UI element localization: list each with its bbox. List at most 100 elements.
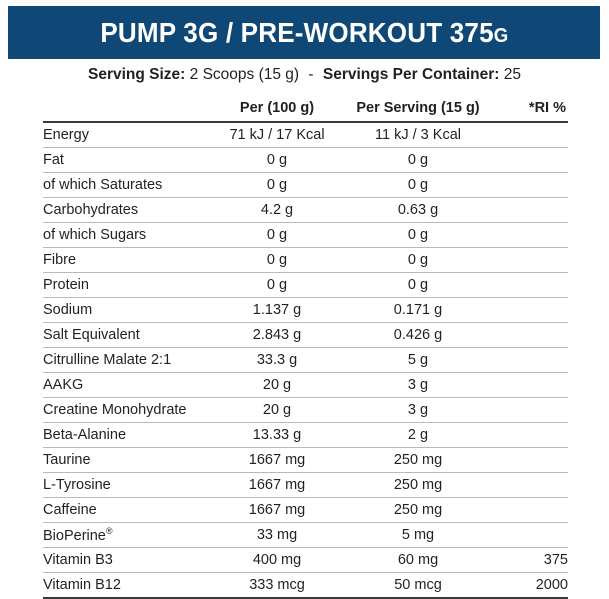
column-header-nutrient bbox=[43, 100, 211, 123]
nutrient-name: Taurine bbox=[43, 447, 211, 473]
value-per-serving: 0.426 g bbox=[343, 322, 493, 348]
value-ri-percent bbox=[493, 522, 568, 548]
registered-trademark-icon: ® bbox=[105, 526, 113, 537]
value-ri-percent: 375 bbox=[493, 547, 568, 573]
value-ri-percent bbox=[493, 297, 568, 323]
value-ri-percent: 2000 bbox=[493, 572, 568, 599]
product-title-main: PUMP 3G / PRE-WORKOUT 375 bbox=[99, 16, 494, 48]
product-title-unit: G bbox=[493, 24, 509, 47]
value-ri-percent bbox=[493, 322, 568, 348]
value-per-100g: 1667 mg bbox=[211, 497, 343, 523]
table-row: Salt Equivalent 2.843 g 0.426 g bbox=[43, 322, 568, 348]
value-per-serving: 5 mg bbox=[343, 522, 493, 548]
product-title: PUMP 3G / PRE-WORKOUT 375G bbox=[100, 17, 508, 49]
value-ri-percent bbox=[493, 472, 568, 498]
table-row: BioPerine® 33 mg 5 mg bbox=[43, 522, 568, 548]
product-title-banner: PUMP 3G / PRE-WORKOUT 375G bbox=[8, 6, 600, 59]
value-per-100g: 4.2 g bbox=[211, 197, 343, 223]
column-header-per-100g: Per (100 g) bbox=[211, 100, 343, 123]
value-per-serving: 2 g bbox=[343, 422, 493, 448]
value-per-100g: 0 g bbox=[211, 247, 343, 273]
value-per-serving: 250 mg bbox=[343, 472, 493, 498]
value-per-serving: 0 g bbox=[343, 272, 493, 298]
value-per-100g: 33 mg bbox=[211, 522, 343, 548]
nutrient-name: Beta-Alanine bbox=[43, 422, 211, 448]
nutrient-name: Sodium bbox=[43, 297, 211, 323]
value-per-100g: 71 kJ / 17 Kcal bbox=[211, 122, 343, 148]
nutrient-name: of which Sugars bbox=[43, 222, 211, 248]
table-row: Energy 71 kJ / 17 Kcal 11 kJ / 3 Kcal bbox=[43, 122, 568, 148]
table-row: Carbohydrates 4.2 g 0.63 g bbox=[43, 197, 568, 223]
value-per-100g: 20 g bbox=[211, 372, 343, 398]
table-row: Caffeine 1667 mg 250 mg bbox=[43, 497, 568, 523]
value-per-serving: 60 mg bbox=[343, 547, 493, 573]
value-per-100g: 1667 mg bbox=[211, 447, 343, 473]
column-header-ri-percent: *RI % bbox=[493, 100, 568, 123]
value-ri-percent bbox=[493, 272, 568, 298]
value-per-100g: 2.843 g bbox=[211, 322, 343, 348]
value-ri-percent bbox=[493, 497, 568, 523]
value-ri-percent bbox=[493, 397, 568, 423]
table-body: Energy 71 kJ / 17 Kcal 11 kJ / 3 Kcal Fat 0 … bbox=[43, 122, 568, 599]
value-ri-percent bbox=[493, 372, 568, 398]
nutrient-name: Fibre bbox=[43, 247, 211, 273]
nutrient-name: Citrulline Malate 2:1 bbox=[43, 347, 211, 373]
value-per-serving: 250 mg bbox=[343, 447, 493, 473]
value-per-serving: 0 g bbox=[343, 247, 493, 273]
servings-per-container-label: Servings Per Container: bbox=[322, 66, 500, 83]
serving-information: Serving Size: 2 Scoops (15 g) - Servings… bbox=[0, 66, 609, 84]
value-per-100g: 400 mg bbox=[211, 547, 343, 573]
value-ri-percent bbox=[493, 172, 568, 198]
nutrient-name: Caffeine bbox=[43, 497, 211, 523]
value-per-serving: 0.171 g bbox=[343, 297, 493, 323]
value-per-100g: 0 g bbox=[211, 147, 343, 173]
table-row: Vitamin B12 333 mcg 50 mcg 2000 bbox=[43, 572, 568, 599]
value-per-100g: 1667 mg bbox=[211, 472, 343, 498]
value-per-serving: 3 g bbox=[343, 372, 493, 398]
value-per-100g: 20 g bbox=[211, 397, 343, 423]
nutrient-name: Fat bbox=[43, 147, 211, 173]
table-row: Vitamin B3 400 mg 60 mg 375 bbox=[43, 547, 568, 573]
value-per-serving: 11 kJ / 3 Kcal bbox=[343, 122, 493, 148]
value-per-serving: 0 g bbox=[343, 222, 493, 248]
nutrition-facts-table: Per (100 g) Per Serving (15 g) *RI % Ene… bbox=[43, 100, 568, 599]
value-per-serving: 0 g bbox=[343, 172, 493, 198]
value-ri-percent bbox=[493, 247, 568, 273]
nutrient-name: Carbohydrates bbox=[43, 197, 211, 223]
value-per-100g: 0 g bbox=[211, 272, 343, 298]
table-row: Sodium 1.137 g 0.171 g bbox=[43, 297, 568, 323]
nutrient-name: Protein bbox=[43, 272, 211, 298]
value-ri-percent bbox=[493, 347, 568, 373]
value-ri-percent bbox=[493, 447, 568, 473]
nutrient-name: Creatine Monohydrate bbox=[43, 397, 211, 423]
value-per-100g: 13.33 g bbox=[211, 422, 343, 448]
value-per-serving: 250 mg bbox=[343, 497, 493, 523]
value-per-100g: 0 g bbox=[211, 222, 343, 248]
table-row: Taurine 1667 mg 250 mg bbox=[43, 447, 568, 473]
nutrient-name: AAKG bbox=[43, 372, 211, 398]
value-ri-percent bbox=[493, 122, 568, 148]
column-header-per-serving: Per Serving (15 g) bbox=[343, 100, 493, 123]
value-per-100g: 33.3 g bbox=[211, 347, 343, 373]
value-per-100g: 333 mcg bbox=[211, 572, 343, 599]
value-per-serving: 50 mcg bbox=[343, 572, 493, 599]
table-header: Per (100 g) Per Serving (15 g) *RI % bbox=[43, 100, 568, 123]
serving-size-label: Serving Size: bbox=[87, 66, 186, 83]
serving-size-value: 2 Scoops (15 g) bbox=[189, 66, 300, 83]
value-per-100g: 1.137 g bbox=[211, 297, 343, 323]
nutrient-name: Vitamin B12 bbox=[43, 572, 211, 599]
value-per-serving: 3 g bbox=[343, 397, 493, 423]
servings-per-container-value: 25 bbox=[503, 66, 522, 83]
nutrient-name: Vitamin B3 bbox=[43, 547, 211, 573]
table-header-row: Per (100 g) Per Serving (15 g) *RI % bbox=[43, 100, 568, 123]
nutrient-name: Salt Equivalent bbox=[43, 322, 211, 348]
value-ri-percent bbox=[493, 197, 568, 223]
value-per-100g: 0 g bbox=[211, 172, 343, 198]
value-ri-percent bbox=[493, 422, 568, 448]
